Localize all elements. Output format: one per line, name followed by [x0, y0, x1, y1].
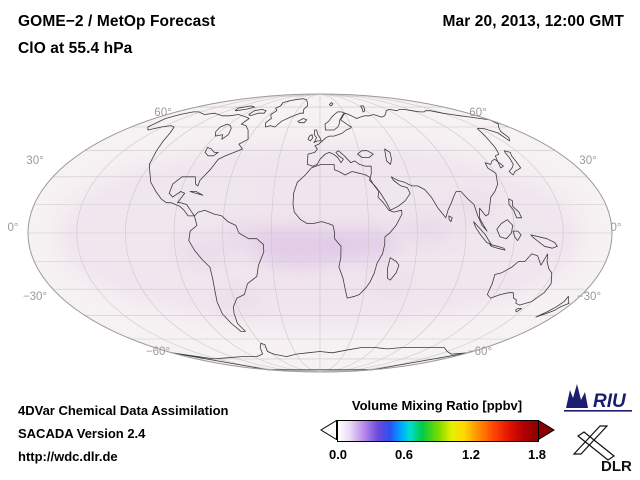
page-title: GOME−2 / MetOp Forecast	[18, 13, 216, 30]
colorbar-right-arrow	[538, 420, 555, 440]
dlr-logo-text: DLR	[601, 458, 632, 475]
riu-logo: RIU	[564, 384, 632, 412]
dlr-logo-mark-icon	[572, 425, 616, 461]
colorbar-tick-2: 1.2	[461, 447, 481, 462]
colorbar-tick-0: 0.0	[328, 447, 348, 462]
lat-label-30s-left: −30°	[22, 291, 48, 303]
colorbar-left-arrow	[320, 420, 337, 440]
lat-label-eq-left: 0°	[7, 222, 19, 234]
lat-label-30n-left: 30°	[26, 155, 44, 167]
footer-line-version: SACADA Version 2.4	[18, 426, 146, 441]
dlr-logo: DLR	[572, 425, 632, 475]
graticule	[28, 93, 612, 373]
lat-label-60s-right: −60°	[467, 346, 493, 358]
page-subtitle: ClO at 55.4 hPa	[18, 40, 133, 57]
lat-label-60n-left: 60°	[154, 107, 172, 119]
lat-label-30s-right: −30°	[576, 291, 602, 303]
colorbar-tick-3: 1.8	[527, 447, 547, 462]
riu-logo-mark-icon	[566, 384, 588, 408]
lat-label-60n-right: 60°	[469, 107, 487, 119]
colorbar-tick-1: 0.6	[394, 447, 414, 462]
footer-line-url: http://wdc.dlr.de	[18, 449, 118, 464]
lat-label-eq-right: 0°	[610, 222, 622, 234]
footer-line-assimilation: 4DVar Chemical Data Assimilation	[18, 403, 229, 418]
continent-outlines	[147, 98, 570, 371]
lat-label-30n-right: 30°	[579, 155, 597, 167]
riu-logo-text: RIU	[593, 391, 627, 412]
colorbar-gradient	[337, 420, 539, 442]
colorbar-title: Volume Mixing Ratio [ppbv]	[351, 398, 523, 413]
datetime-label: Mar 20, 2013, 12:00 GMT	[442, 13, 624, 30]
riu-logo-underline	[564, 410, 632, 412]
lat-label-60s-left: −60°	[145, 346, 171, 358]
globe-outline	[27, 93, 613, 373]
